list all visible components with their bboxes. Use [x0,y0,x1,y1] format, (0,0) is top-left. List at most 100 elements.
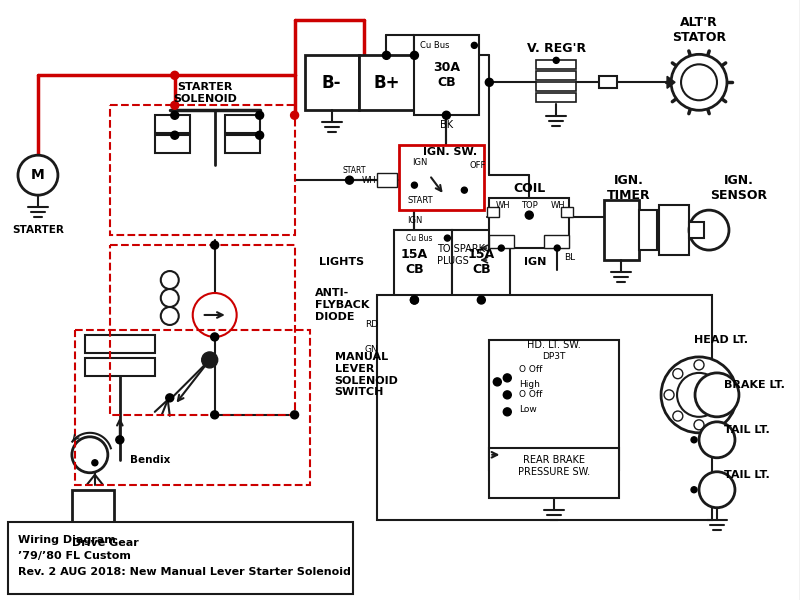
Circle shape [202,352,218,368]
Circle shape [503,408,511,416]
Bar [110,245,294,415]
Text: IGN: IGN [524,257,546,267]
Bar [659,205,689,255]
Circle shape [664,390,674,400]
Bar [378,295,712,520]
Text: ’79/’80 FL Custom: ’79/’80 FL Custom [18,551,131,560]
Circle shape [681,64,717,100]
Circle shape [699,472,735,508]
Bar [75,330,310,485]
Circle shape [486,79,494,86]
Bar [379,317,391,333]
Bar [487,207,499,217]
Text: High: High [519,380,540,389]
Circle shape [554,245,560,251]
Circle shape [410,296,418,304]
Circle shape [290,111,298,119]
Bar [562,207,573,217]
Text: ALT'R
STATOR: ALT'R STATOR [672,16,726,44]
Circle shape [161,271,178,289]
Text: Cu Bus: Cu Bus [420,41,449,50]
Text: TO SPARK
PLUGS: TO SPARK PLUGS [438,244,486,266]
Bar [536,61,576,70]
Text: BRAKE LT.: BRAKE LT. [724,380,785,390]
Circle shape [346,176,354,184]
Text: PRESSURE SW.: PRESSURE SW. [518,467,590,477]
Bar [72,490,114,535]
Circle shape [166,394,174,402]
Circle shape [695,373,739,417]
Bar [689,222,704,238]
Circle shape [503,391,511,399]
Text: BK: BK [440,120,453,130]
Text: STARTER: STARTER [12,225,64,235]
Text: TAIL LT.: TAIL LT. [724,425,770,435]
Bar [599,76,617,88]
Text: B-: B- [322,74,342,92]
Bar [490,235,514,248]
Text: REAR BRAKE: REAR BRAKE [523,455,586,465]
Circle shape [170,131,178,139]
Text: WH: WH [362,176,377,185]
Circle shape [193,293,237,337]
Bar [399,145,484,210]
Bar [85,358,154,376]
Text: IGN.
TIMER: IGN. TIMER [607,174,651,202]
Polygon shape [667,76,675,88]
Text: IGN: IGN [406,215,422,224]
Circle shape [18,155,58,195]
Circle shape [444,235,450,241]
Circle shape [290,411,298,419]
Bar [490,198,569,248]
Text: Cu Bus: Cu Bus [406,233,433,242]
Circle shape [411,182,418,188]
Bar [225,115,260,133]
Text: STARTER
SOLENOID: STARTER SOLENOID [173,82,237,104]
Text: 15A
CB: 15A CB [401,248,428,276]
Text: LIGHTS: LIGHTS [319,257,365,267]
Text: COIL: COIL [513,182,546,194]
Circle shape [210,333,218,341]
Text: IGN. SW.: IGN. SW. [423,147,478,157]
Circle shape [494,378,502,386]
Text: V. REG'R: V. REG'R [526,42,586,55]
Circle shape [170,101,178,109]
Circle shape [410,52,418,59]
Circle shape [256,131,264,139]
Text: B+: B+ [374,74,400,92]
Circle shape [170,111,178,119]
Text: IGN: IGN [413,158,428,167]
Circle shape [170,71,178,79]
Bar [110,105,294,235]
Bar [378,173,398,187]
Bar [154,115,190,133]
Circle shape [478,296,486,304]
Circle shape [694,420,704,430]
Circle shape [161,289,178,307]
Circle shape [382,52,390,59]
Text: START: START [342,166,366,175]
Bar [154,135,190,153]
Bar [359,55,414,110]
Circle shape [699,422,735,458]
Text: HD. LT. SW.: HD. LT. SW. [527,340,581,350]
Bar [305,55,359,110]
Circle shape [471,43,478,49]
Bar [536,82,576,91]
Text: WH: WH [495,200,510,209]
Bar [604,200,639,260]
Circle shape [462,187,467,193]
Circle shape [677,373,721,417]
Circle shape [526,211,534,219]
Text: START: START [407,196,433,205]
Text: ANTI-
FLYBACK
DIODE: ANTI- FLYBACK DIODE [314,289,369,322]
Bar [544,235,569,248]
Text: DP3T: DP3T [542,352,566,361]
Text: GN: GN [365,346,378,355]
Circle shape [671,55,727,110]
Circle shape [72,437,108,473]
Circle shape [210,411,218,419]
Text: OFF: OFF [470,161,486,170]
Bar [639,210,657,250]
Text: BL: BL [564,253,574,262]
